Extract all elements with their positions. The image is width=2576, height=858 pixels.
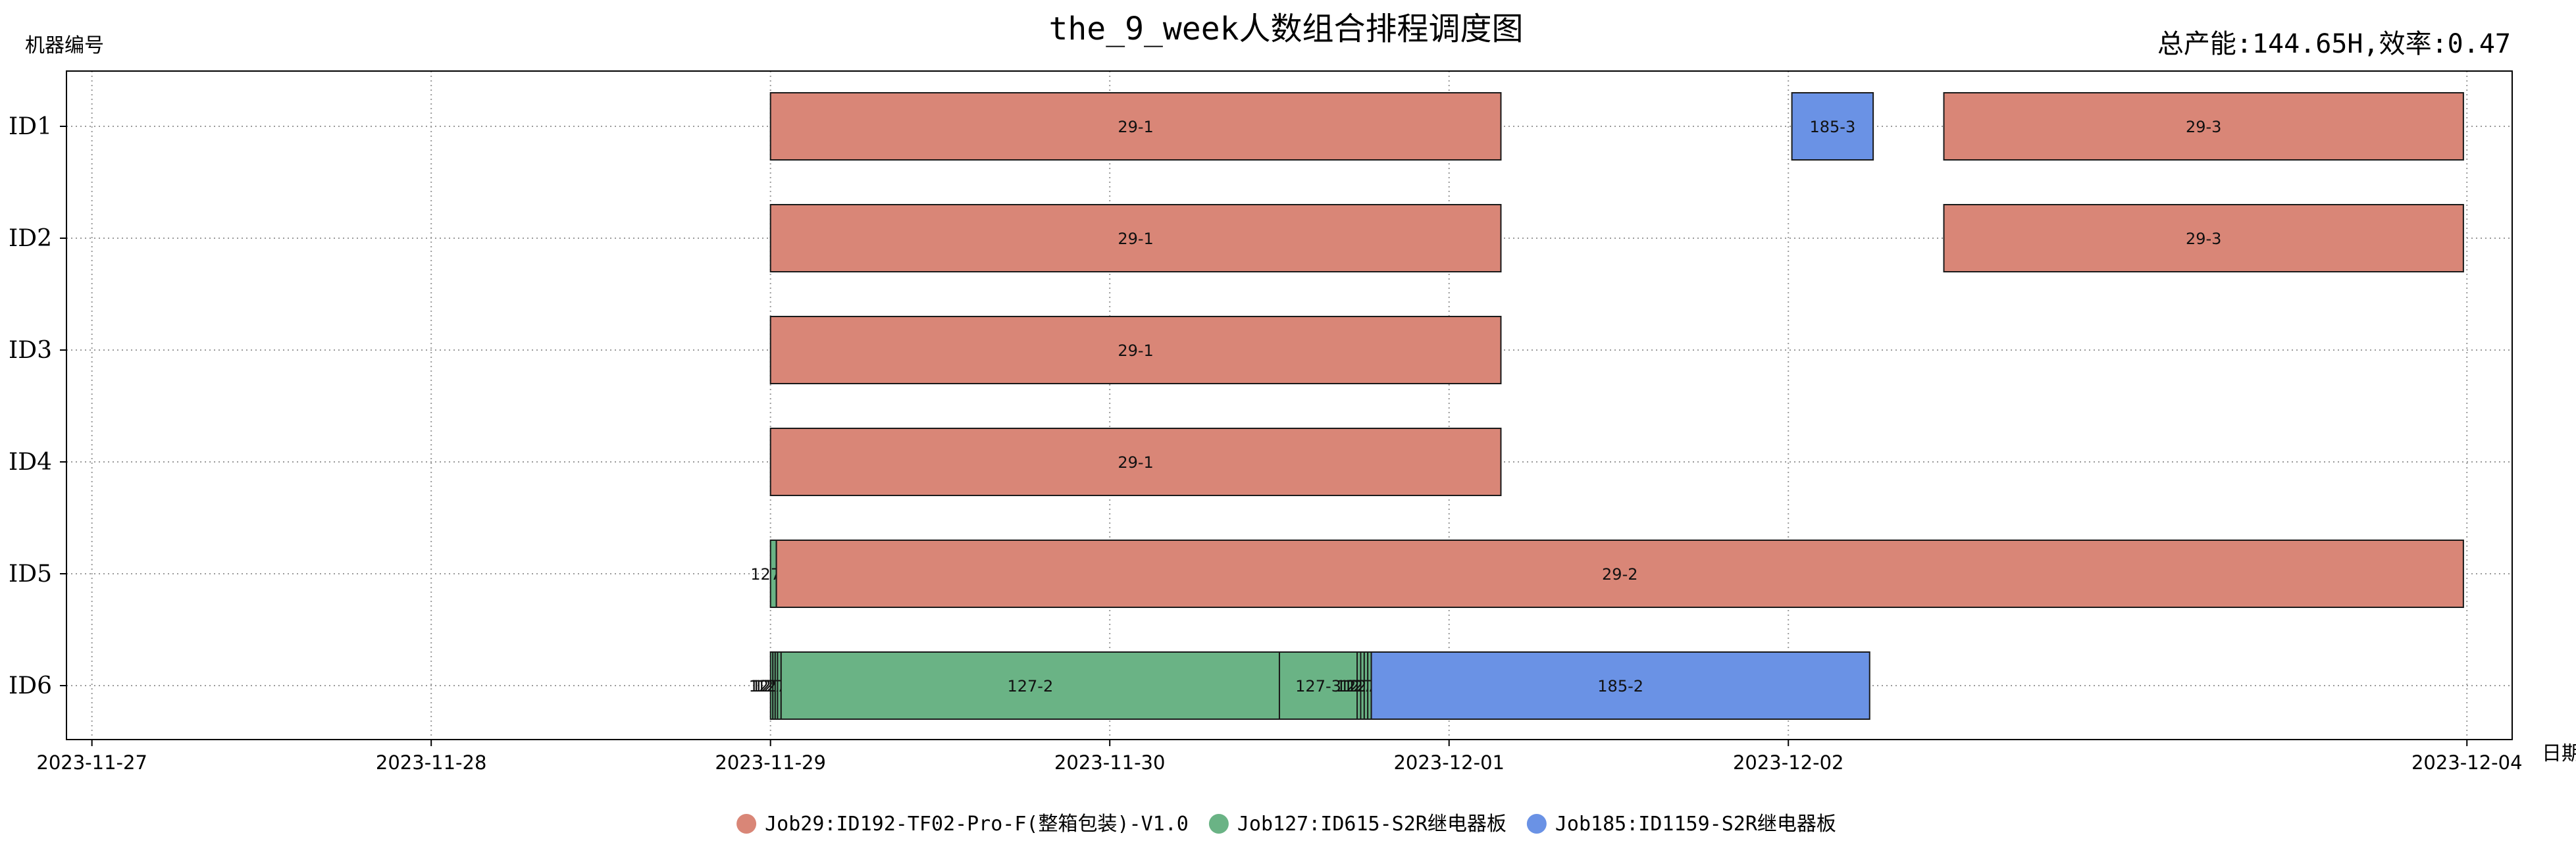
task-label: 29-1 — [1118, 230, 1153, 248]
task-label: 185-3 — [1809, 118, 1855, 136]
grid-layer — [66, 71, 2512, 740]
x-tick-label: 2023-11-30 — [1054, 751, 1166, 774]
x-tick-label: 2023-11-27 — [36, 751, 147, 774]
y-tick-label: ID5 — [9, 561, 52, 588]
task-bar — [1943, 204, 2464, 272]
y-axis-label: 机器编号 — [25, 34, 104, 57]
x-tick-label: 2023-11-29 — [715, 751, 826, 774]
task-label: 29-3 — [2186, 230, 2221, 248]
task-bar — [769, 204, 1502, 272]
task-bar — [1370, 651, 1870, 720]
task-bar — [1791, 92, 1874, 161]
task-label: 29-3 — [2186, 118, 2221, 136]
task-label: 29-1 — [1118, 118, 1153, 136]
task-bar — [769, 428, 1502, 496]
task-bar — [775, 540, 2464, 608]
legend: Job29:ID192-TF02-Pro-F(整箱包装)-V1.0 Job127:… — [736, 813, 1836, 836]
x-tick-label: 2023-12-01 — [1393, 751, 1505, 774]
axes-layer: ID1 ID2 ID3 ID4 ID5 ID6 2023-11-27 2023-11-28 20… — [9, 113, 2523, 774]
y-tick-label: ID4 — [9, 449, 52, 476]
plot-frame — [66, 70, 2513, 740]
legend-label: Job185:ID1159-S2R继电器板 — [1555, 813, 1836, 836]
task-label: 29-1 — [1118, 341, 1153, 360]
chart-subtitle: 总产能:144.65H,效率:0.47 — [2157, 29, 2511, 59]
task-label: 185-2 — [1597, 677, 1643, 695]
y-tick-label: ID3 — [9, 337, 52, 364]
task-bar — [769, 316, 1502, 384]
legend-marker — [736, 814, 757, 834]
task-bar — [1943, 92, 2464, 161]
task-label: 127-2 — [1008, 677, 1054, 695]
task-label: 29-1 — [1118, 453, 1153, 472]
x-tick-label: 2023-12-04 — [2411, 751, 2523, 774]
x-tick-label: 2023-12-02 — [1733, 751, 1844, 774]
y-tick-label: ID2 — [9, 225, 52, 252]
chart-title: the_9_week人数组合排程调度图 — [1049, 11, 1524, 47]
x-axis-label: 日期 — [2542, 742, 2576, 765]
legend-label: Job127:ID615-S2R继电器板 — [1237, 813, 1507, 836]
task-bar — [769, 92, 1502, 161]
y-tick-label: ID1 — [9, 113, 52, 140]
legend-label: Job29:ID192-TF02-Pro-F(整箱包装)-V1.0 — [765, 813, 1189, 836]
task-bar — [780, 651, 1280, 720]
legend-marker — [1208, 814, 1229, 834]
x-tick-label: 2023-11-28 — [376, 751, 487, 774]
task-label: 127-3 — [1295, 677, 1341, 695]
legend-marker — [1526, 814, 1547, 834]
task-label: 29-2 — [1602, 565, 1637, 584]
y-tick-label: ID6 — [9, 672, 52, 699]
